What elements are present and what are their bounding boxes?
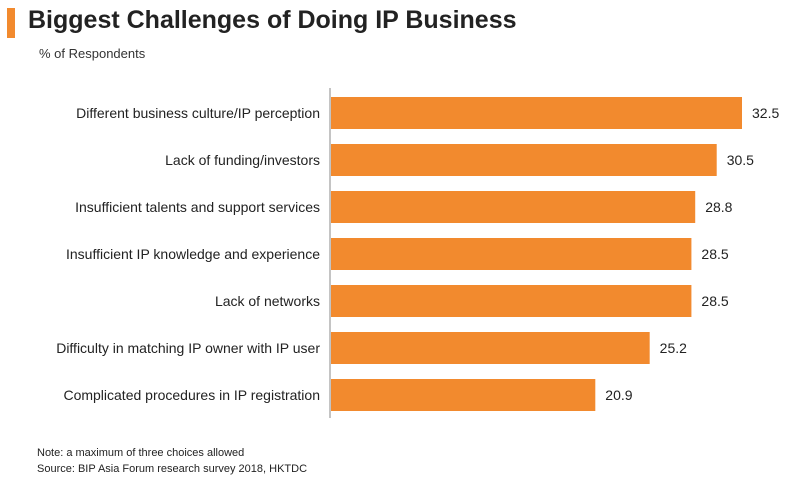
bar — [331, 97, 742, 129]
source-note: Source: BIP Asia Forum research survey 2… — [37, 463, 308, 475]
category-label: Complicated procedures in IP registratio… — [63, 387, 320, 403]
bar-chart: Different business culture/IP perception… — [56, 88, 779, 418]
value-label: 30.5 — [727, 152, 754, 168]
category-label: Lack of networks — [215, 293, 320, 309]
footnote: Note: a maximum of three choices allowed — [37, 447, 245, 459]
bar — [331, 332, 650, 364]
title-accent-bar — [7, 8, 15, 38]
value-label: 28.5 — [701, 293, 728, 309]
category-label: Difficulty in matching IP owner with IP … — [56, 340, 320, 356]
chart-subtitle: % of Respondents — [39, 46, 146, 61]
value-label: 25.2 — [660, 340, 687, 356]
chart-title: Biggest Challenges of Doing IP Business — [28, 6, 517, 34]
bar — [331, 238, 692, 270]
value-label: 28.5 — [701, 246, 728, 262]
category-label: Insufficient talents and support service… — [75, 199, 320, 215]
category-label: Lack of funding/investors — [165, 152, 320, 168]
category-label: Insufficient IP knowledge and experience — [66, 246, 320, 262]
bar — [331, 379, 596, 411]
bar — [331, 285, 692, 317]
value-label: 32.5 — [752, 105, 779, 121]
value-label: 20.9 — [605, 387, 632, 403]
bar — [331, 144, 717, 176]
bar — [331, 191, 696, 223]
category-label: Different business culture/IP perception — [76, 105, 320, 121]
value-label: 28.8 — [705, 199, 732, 215]
